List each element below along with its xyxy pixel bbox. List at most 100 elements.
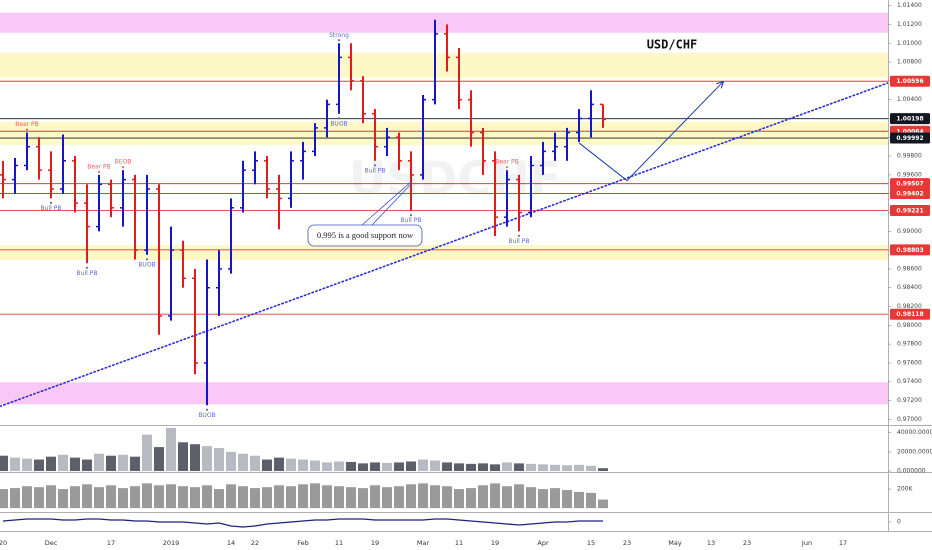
pattern-dot — [205, 408, 209, 411]
x-tick-label: Mar — [417, 539, 430, 547]
volume-bar — [598, 468, 608, 472]
x-tick-label: 19 — [491, 539, 499, 547]
volume-bar — [574, 464, 584, 472]
volume-bar — [454, 463, 464, 472]
indicator-bar — [526, 487, 536, 509]
y-tick-label: 1.01200 — [897, 21, 922, 28]
volume-bar — [442, 462, 452, 472]
indicator-bar — [274, 485, 284, 509]
indicator-bar — [598, 499, 608, 509]
x-tick-label: Apr — [537, 539, 549, 547]
volume-bar — [406, 461, 416, 472]
annotation-pointer — [371, 182, 413, 226]
pattern-label: BEOB — [115, 159, 132, 166]
volume-bar — [58, 454, 68, 472]
volume-bar — [550, 464, 560, 472]
indicator-bar — [214, 489, 224, 509]
x-tick-label: 23 — [743, 539, 751, 547]
volume-bar — [178, 442, 188, 472]
volume-bar — [526, 463, 536, 472]
indicator-bar — [22, 486, 32, 509]
volume-bar — [430, 460, 440, 472]
volume-bar — [22, 458, 32, 472]
y-tick-label: 0.98400 — [897, 284, 922, 291]
indicator-bar — [490, 483, 500, 509]
level-label-box — [890, 308, 930, 320]
level-label: 0.99507 — [896, 181, 923, 188]
pattern-label: BUOB — [138, 261, 155, 268]
annotation: 0.995 is a good support now — [307, 180, 423, 247]
y-tick-label: 0.99600 — [897, 171, 922, 178]
y-tick-label: 0.000000 — [897, 468, 926, 475]
indicator-bar — [310, 483, 320, 509]
volume-bar — [310, 460, 320, 472]
level-label: 1.00198 — [896, 116, 923, 123]
indicator-bar — [562, 490, 572, 509]
x-tick-label: 17 — [107, 539, 115, 547]
indicator-bar — [454, 489, 464, 509]
pattern-dot — [337, 117, 341, 120]
zone — [0, 245, 888, 261]
volume-bar — [358, 463, 368, 472]
x-tick-label: 15 — [587, 539, 595, 547]
x-tick-label: Jun — [801, 539, 812, 547]
volume-bar — [94, 453, 104, 472]
volume-bar — [370, 462, 380, 472]
y-tick-label: 20000.000000 — [897, 448, 932, 455]
indicator-bar — [34, 487, 44, 509]
pattern-dot — [409, 214, 413, 217]
volume-bar — [250, 455, 260, 472]
volume-bar — [298, 459, 308, 472]
pattern-dot — [97, 170, 101, 173]
volume-bar — [466, 463, 476, 472]
indicator-bar — [226, 484, 236, 509]
y-tick-label: 1.01400 — [897, 2, 922, 9]
x-tick-label: 14 — [227, 539, 235, 547]
pattern-dot — [145, 258, 149, 261]
y-tick-label: 0.97800 — [897, 341, 922, 348]
volume-bar — [226, 451, 236, 472]
indicator-bar — [574, 491, 584, 509]
x-tick-label: 22 — [251, 539, 259, 547]
y-tick-label: 0.98200 — [897, 303, 922, 310]
indicator-bar — [430, 485, 440, 509]
annotation-pointer — [361, 180, 413, 226]
x-tick-label: 13 — [707, 539, 715, 547]
x-tick-label: 20 — [0, 539, 7, 547]
volume-bar — [34, 459, 44, 472]
x-tick-label: Dec — [45, 539, 58, 547]
indicator-bar — [262, 487, 272, 509]
indicator-bar — [298, 484, 308, 509]
volume-bar — [214, 448, 224, 472]
pattern-dot — [85, 266, 89, 269]
indicator-bar — [178, 486, 188, 509]
pattern-dot — [517, 234, 521, 237]
indicator-bar — [10, 488, 20, 509]
y-tick-label: 0.97400 — [897, 378, 922, 385]
y-tick-label: 0.99000 — [897, 228, 922, 235]
indicator-bar — [502, 486, 512, 509]
x-tick-label: 19 — [371, 539, 379, 547]
volume-bar — [538, 464, 548, 472]
volume-bar — [346, 461, 356, 472]
pattern-label: Bear PB — [495, 159, 519, 166]
y-tick-label: 1.00400 — [897, 96, 922, 103]
indicator-bar — [238, 486, 248, 509]
y-tick-label: 0.97200 — [897, 397, 922, 404]
indicator-bar — [70, 486, 80, 509]
indicator-bar — [250, 488, 260, 509]
volume-bar — [70, 457, 80, 472]
level-label: 0.98803 — [896, 247, 923, 254]
x-tick-label: 11 — [335, 539, 343, 547]
level-label: 1.00064 — [896, 128, 923, 135]
volume-bar — [586, 465, 596, 472]
pattern-dot — [373, 164, 377, 167]
y-tick-label: 0.98000 — [897, 322, 922, 329]
volume-bar — [334, 461, 344, 472]
indicator-bar — [538, 489, 548, 509]
indicator-bar — [394, 486, 404, 509]
pattern-dot — [505, 166, 509, 169]
indicator-bar — [130, 486, 140, 509]
pattern-label: Bear PB — [15, 121, 39, 128]
